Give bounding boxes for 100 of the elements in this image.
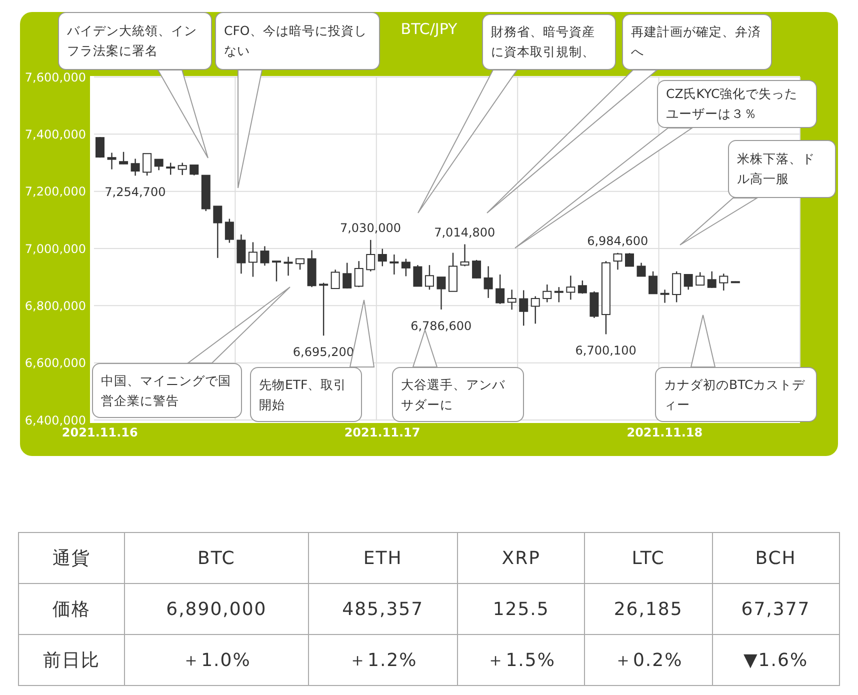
y-tick-label: 7,000,000 (24, 242, 86, 256)
candlestick (96, 136, 104, 158)
annotation: 先物ETF、取引開始 (259, 376, 348, 414)
y-tick-label: 6,800,000 (24, 298, 86, 313)
speech-bubble: バイデン大統領、インフラ法案に署名 (58, 12, 212, 70)
speech-bubble: 先物ETF、取引開始 (250, 367, 362, 422)
annotation: 7,030,000 (340, 220, 402, 235)
candlestick (542, 284, 552, 303)
annotation: 6,786,600 (410, 319, 472, 334)
candlestick (213, 206, 222, 259)
candlestick (660, 289, 670, 304)
candlestick (330, 269, 340, 290)
candlestick (319, 282, 328, 336)
data-label: 125.5 (458, 584, 585, 634)
candlestick (530, 296, 540, 324)
candlestick (519, 290, 528, 326)
text: 通貨 (18, 532, 125, 584)
speech-bubble: 米株下落、ドル高一服 (728, 140, 836, 198)
y-tick-label: 7,400,000 (24, 127, 86, 142)
annotation: 7,014,800 (434, 225, 496, 240)
category-label: BCH (712, 532, 840, 584)
candlestick (378, 248, 387, 267)
candlestick (119, 151, 128, 165)
annotation: 7,254,700 (104, 185, 166, 200)
candlestick (354, 260, 364, 288)
candlestick (260, 246, 270, 266)
candlestick (554, 286, 564, 303)
candlestick (142, 153, 152, 176)
text: 前日比 (18, 634, 125, 686)
text: 価格 (18, 584, 125, 634)
candlestick (625, 252, 634, 267)
annotation: 米株下落、ドル高一服 (737, 150, 816, 188)
category-label: BTC (124, 532, 308, 584)
speech-bubble: 大谷選手、アンバサダーに (392, 367, 524, 422)
candlestick (130, 158, 140, 176)
candlestick (284, 256, 293, 276)
data-label: ＋1.0% (124, 634, 308, 686)
data-label: ＋0.2% (584, 634, 712, 686)
candlestick (672, 270, 682, 303)
annotation: CZ氏KYC強化で失ったユーザーは３％ (666, 85, 799, 123)
candlestick (342, 262, 352, 290)
candlestick (154, 158, 164, 171)
candlestick (190, 164, 199, 176)
candlestick (707, 270, 716, 289)
speech-bubble: 再建計画が確定、弁済へ (622, 14, 772, 70)
speech-bubble: 財務省、暗号資産に資本取引規制、 (482, 14, 616, 70)
candlestick (613, 252, 622, 270)
annotation: 大谷選手、アンバサダーに (401, 376, 506, 414)
speech-bubble: CFO、今は暗号に投資しない (215, 12, 380, 70)
candlestick (636, 262, 646, 277)
data-label: ▼1.6% (712, 634, 840, 686)
candlestick (424, 264, 434, 290)
candlestick (178, 162, 187, 176)
y-tick-label: 7,600,000 (24, 70, 86, 84)
candlestick (578, 280, 587, 294)
candlestick (460, 244, 470, 267)
annotation: 6,700,100 (575, 344, 636, 358)
candlestick (566, 275, 576, 300)
candlestick (272, 260, 281, 282)
data-label: 67,377 (712, 584, 840, 634)
candlestick (296, 258, 305, 270)
chart-title: BTC/JPY (400, 20, 458, 38)
candlestick (472, 259, 482, 280)
category-label: XRP (458, 532, 585, 584)
x-tick-label: 2021.11.17 (344, 426, 420, 440)
candlestick (236, 234, 246, 274)
x-tick-label: 2021.11.16 (62, 426, 138, 440)
candlestick (484, 266, 493, 299)
data-label: ＋1.5% (458, 634, 585, 686)
candlestick (107, 152, 116, 170)
candlestick (366, 239, 376, 272)
candlestick (684, 274, 693, 290)
annotation: 6,695,200 (292, 345, 354, 360)
candlestick (390, 254, 399, 276)
category-label: LTC (584, 532, 712, 584)
candlestick (413, 264, 422, 287)
annotation: 中国、マイニングで国営企業に警告 (101, 372, 232, 410)
data-label: 485,357 (308, 584, 458, 634)
candlestick (496, 274, 505, 305)
candlestick (696, 272, 705, 286)
candlestick (224, 218, 234, 244)
speech-bubble: 中国、マイニングで国営企業に警告 (92, 363, 242, 418)
y-tick-label: 6,400,000 (24, 413, 86, 428)
candlestick (507, 289, 516, 310)
data-label: ＋1.2% (308, 634, 458, 686)
data-label: 26,185 (584, 584, 712, 634)
y-tick-label: 6,600,000 (24, 356, 86, 370)
candlestick (401, 258, 410, 277)
candlestick (590, 290, 599, 319)
candlestick (248, 242, 258, 278)
y-tick-label: 7,200,000 (24, 184, 86, 199)
candlestick (648, 270, 658, 294)
candlestick (719, 273, 728, 292)
data-label: 6,890,000 (124, 584, 308, 634)
candlestick (166, 162, 176, 176)
category-label: ETH (308, 532, 458, 584)
speech-bubble: カナダ初のBTCカストディー (655, 367, 817, 422)
annotation: 6,984,600 (587, 234, 648, 248)
candlestick (436, 276, 446, 310)
speech-bubble: CZ氏KYC強化で失ったユーザーは３％ (657, 80, 817, 128)
